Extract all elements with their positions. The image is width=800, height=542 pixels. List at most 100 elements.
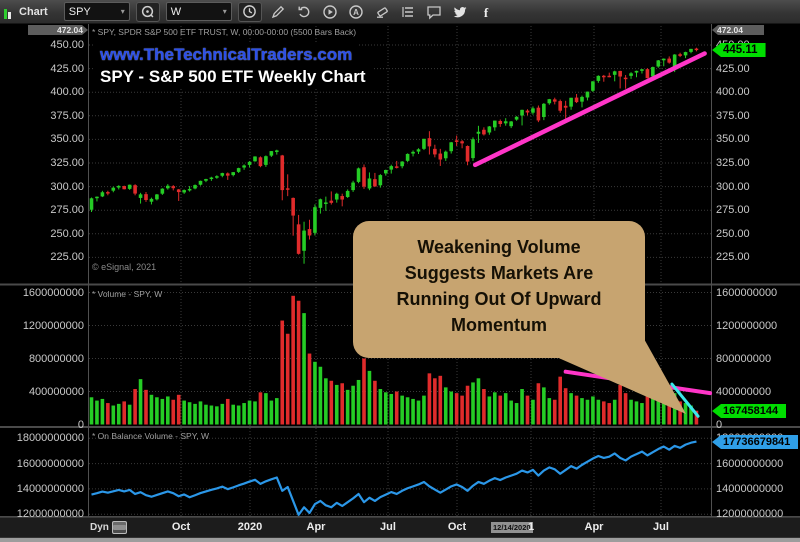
price-pane-header: * SPY, SPDR S&P 500 ETF TRUST, W, 00:00-… — [92, 27, 357, 37]
watermark-link[interactable]: www.TheTechnicalTraders.com — [94, 44, 359, 66]
price-axis-label-left: 450.00 — [50, 39, 84, 51]
draw-tool-button[interactable] — [268, 2, 288, 22]
price-axis-label-right: 400000000 — [716, 385, 772, 398]
chat-bubble-icon — [427, 5, 441, 20]
eraser-button[interactable] — [372, 2, 392, 22]
callout-text-line: Momentum — [451, 315, 547, 335]
eraser-icon — [376, 6, 388, 18]
price-axis-label-left: 400.00 — [50, 86, 84, 99]
price-axis-label-right: 800000000 — [716, 352, 772, 365]
price-axis-label-left: 400000000 — [28, 385, 84, 398]
volume-bars-layer — [89, 295, 699, 425]
time-axis-label: Oct — [171, 521, 191, 533]
chevron-down-icon: ▾ — [120, 7, 125, 16]
time-axis-label: Oct — [447, 521, 467, 533]
price-axis-label-left: 325.00 — [50, 157, 84, 169]
date-marker-tag: 12/14/2020 — [491, 522, 533, 533]
symbol-value: SPY — [68, 5, 91, 18]
scale-top-label-left: 472.04 — [28, 25, 88, 35]
symbol-search-button[interactable] — [135, 1, 160, 22]
last-price-tag: 445.11 — [712, 43, 766, 57]
dyn-scale-button[interactable] — [111, 521, 127, 534]
price-axis-label-right: 1600000000 — [716, 286, 778, 299]
price-axis-label-left: 225.00 — [50, 251, 84, 264]
clock-icon — [243, 5, 257, 18]
app-title: Chart — [19, 5, 48, 18]
svg-text:A: A — [353, 8, 359, 17]
last-volume-tag: 167458144 — [712, 404, 787, 418]
share-arrow-icon — [298, 6, 310, 17]
gridlines — [89, 26, 711, 516]
price-axis-label-left: 800000000 — [28, 352, 84, 365]
obv-pane-header: * On Balance Volume - SPY, W — [92, 431, 210, 441]
twitter-icon — [453, 6, 467, 17]
annotate-a-icon: A — [349, 4, 363, 19]
symbol-combo[interactable]: SPY ▾ — [63, 2, 130, 21]
callout-annotation[interactable]: Weakening Volume Suggests Markets Are Ru… — [353, 221, 645, 358]
price-axis-label-left: 275.00 — [50, 204, 84, 217]
page-title: SPY - S&P 500 ETF Weekly Chart — [94, 66, 372, 88]
time-axis-label: 1 — [527, 521, 535, 533]
time-axis-label: Apr — [306, 521, 326, 533]
time-axis[interactable]: Dyn 12/14/2020 Oct 2020 Apr Jul Oct 1 Apr Jul — [0, 517, 800, 538]
play-icon — [323, 4, 337, 19]
price-axis-label-left: 250.00 — [50, 227, 84, 240]
interval-combo[interactable]: W ▾ — [165, 2, 232, 21]
price-axis-label-left: 0 — [77, 418, 84, 431]
toolbar: Chart SPY ▾ W ▾ — [0, 0, 800, 24]
price-axis-label-right: 250.00 — [716, 227, 750, 240]
price-axis-label-left: 300.00 — [50, 180, 84, 193]
obv-line — [91, 440, 697, 516]
price-axis-label-right: 350.00 — [716, 133, 750, 146]
annotation-button[interactable]: A — [346, 2, 366, 22]
price-axis-label-left: 16000000000 — [16, 457, 84, 470]
facebook-icon: f — [484, 5, 489, 20]
console-button[interactable] — [398, 2, 418, 22]
facebook-share-button[interactable]: f — [476, 2, 496, 22]
price-axis-label-right: 16000000000 — [716, 457, 784, 470]
chart-type-icon — [4, 5, 11, 19]
chat-button[interactable] — [424, 2, 444, 22]
list-icon — [402, 6, 413, 17]
price-axis-label-right: 225.00 — [716, 251, 750, 264]
dyn-scale-label: Dyn — [90, 522, 109, 533]
volume-breakdown-line[interactable] — [670, 382, 700, 418]
callout-text-line: Suggests Markets Are — [404, 263, 594, 283]
twitter-share-button[interactable] — [450, 2, 470, 22]
candles-layer — [89, 47, 699, 264]
price-axis-label-right: 275.00 — [716, 204, 750, 217]
price-axis-label-right: 400.00 — [716, 86, 750, 99]
chevron-down-icon: ▾ — [222, 7, 227, 16]
price-axis-label-left: 1600000000 — [22, 286, 84, 299]
price-axis-label-right: 425.00 — [716, 62, 750, 75]
price-trendline[interactable] — [472, 51, 707, 168]
interval-value: W — [170, 5, 182, 18]
price-axis-label-left: 18000000000 — [16, 432, 84, 445]
price-axis-label-left: 1200000000 — [22, 319, 84, 332]
last-obv-tag: 17736679841 — [712, 435, 799, 449]
price-axis-label-right: 0 — [716, 418, 723, 431]
price-axis-label-right: 300.00 — [716, 180, 750, 193]
price-axis-label-right: 14000000000 — [716, 482, 784, 495]
interval-clock-button[interactable] — [237, 1, 262, 22]
symbol-search-icon — [142, 5, 154, 18]
time-axis-label: Jul — [653, 521, 669, 533]
volume-pane-header: * Volume - SPY, W — [92, 289, 163, 299]
svg-text:f: f — [484, 5, 489, 20]
share-button[interactable] — [294, 2, 314, 22]
window-bottom-border — [0, 537, 800, 542]
price-axis-label-right: 1200000000 — [716, 319, 778, 332]
pencil-icon — [271, 5, 284, 18]
price-axis-label-right: 375.00 — [716, 109, 750, 122]
price-axis-label-left: 350.00 — [50, 133, 84, 146]
replay-button[interactable] — [320, 2, 340, 22]
price-axis-label-right: 325.00 — [716, 157, 750, 169]
copyright-label: © eSignal, 2021 — [92, 262, 157, 272]
price-axis-label-left: 375.00 — [50, 109, 84, 122]
callout-text-line: Weakening Volume — [417, 237, 581, 257]
time-axis-label: 2020 — [237, 521, 263, 533]
price-axis-label-left: 425.00 — [50, 62, 84, 75]
time-axis-label: Jul — [380, 521, 396, 533]
